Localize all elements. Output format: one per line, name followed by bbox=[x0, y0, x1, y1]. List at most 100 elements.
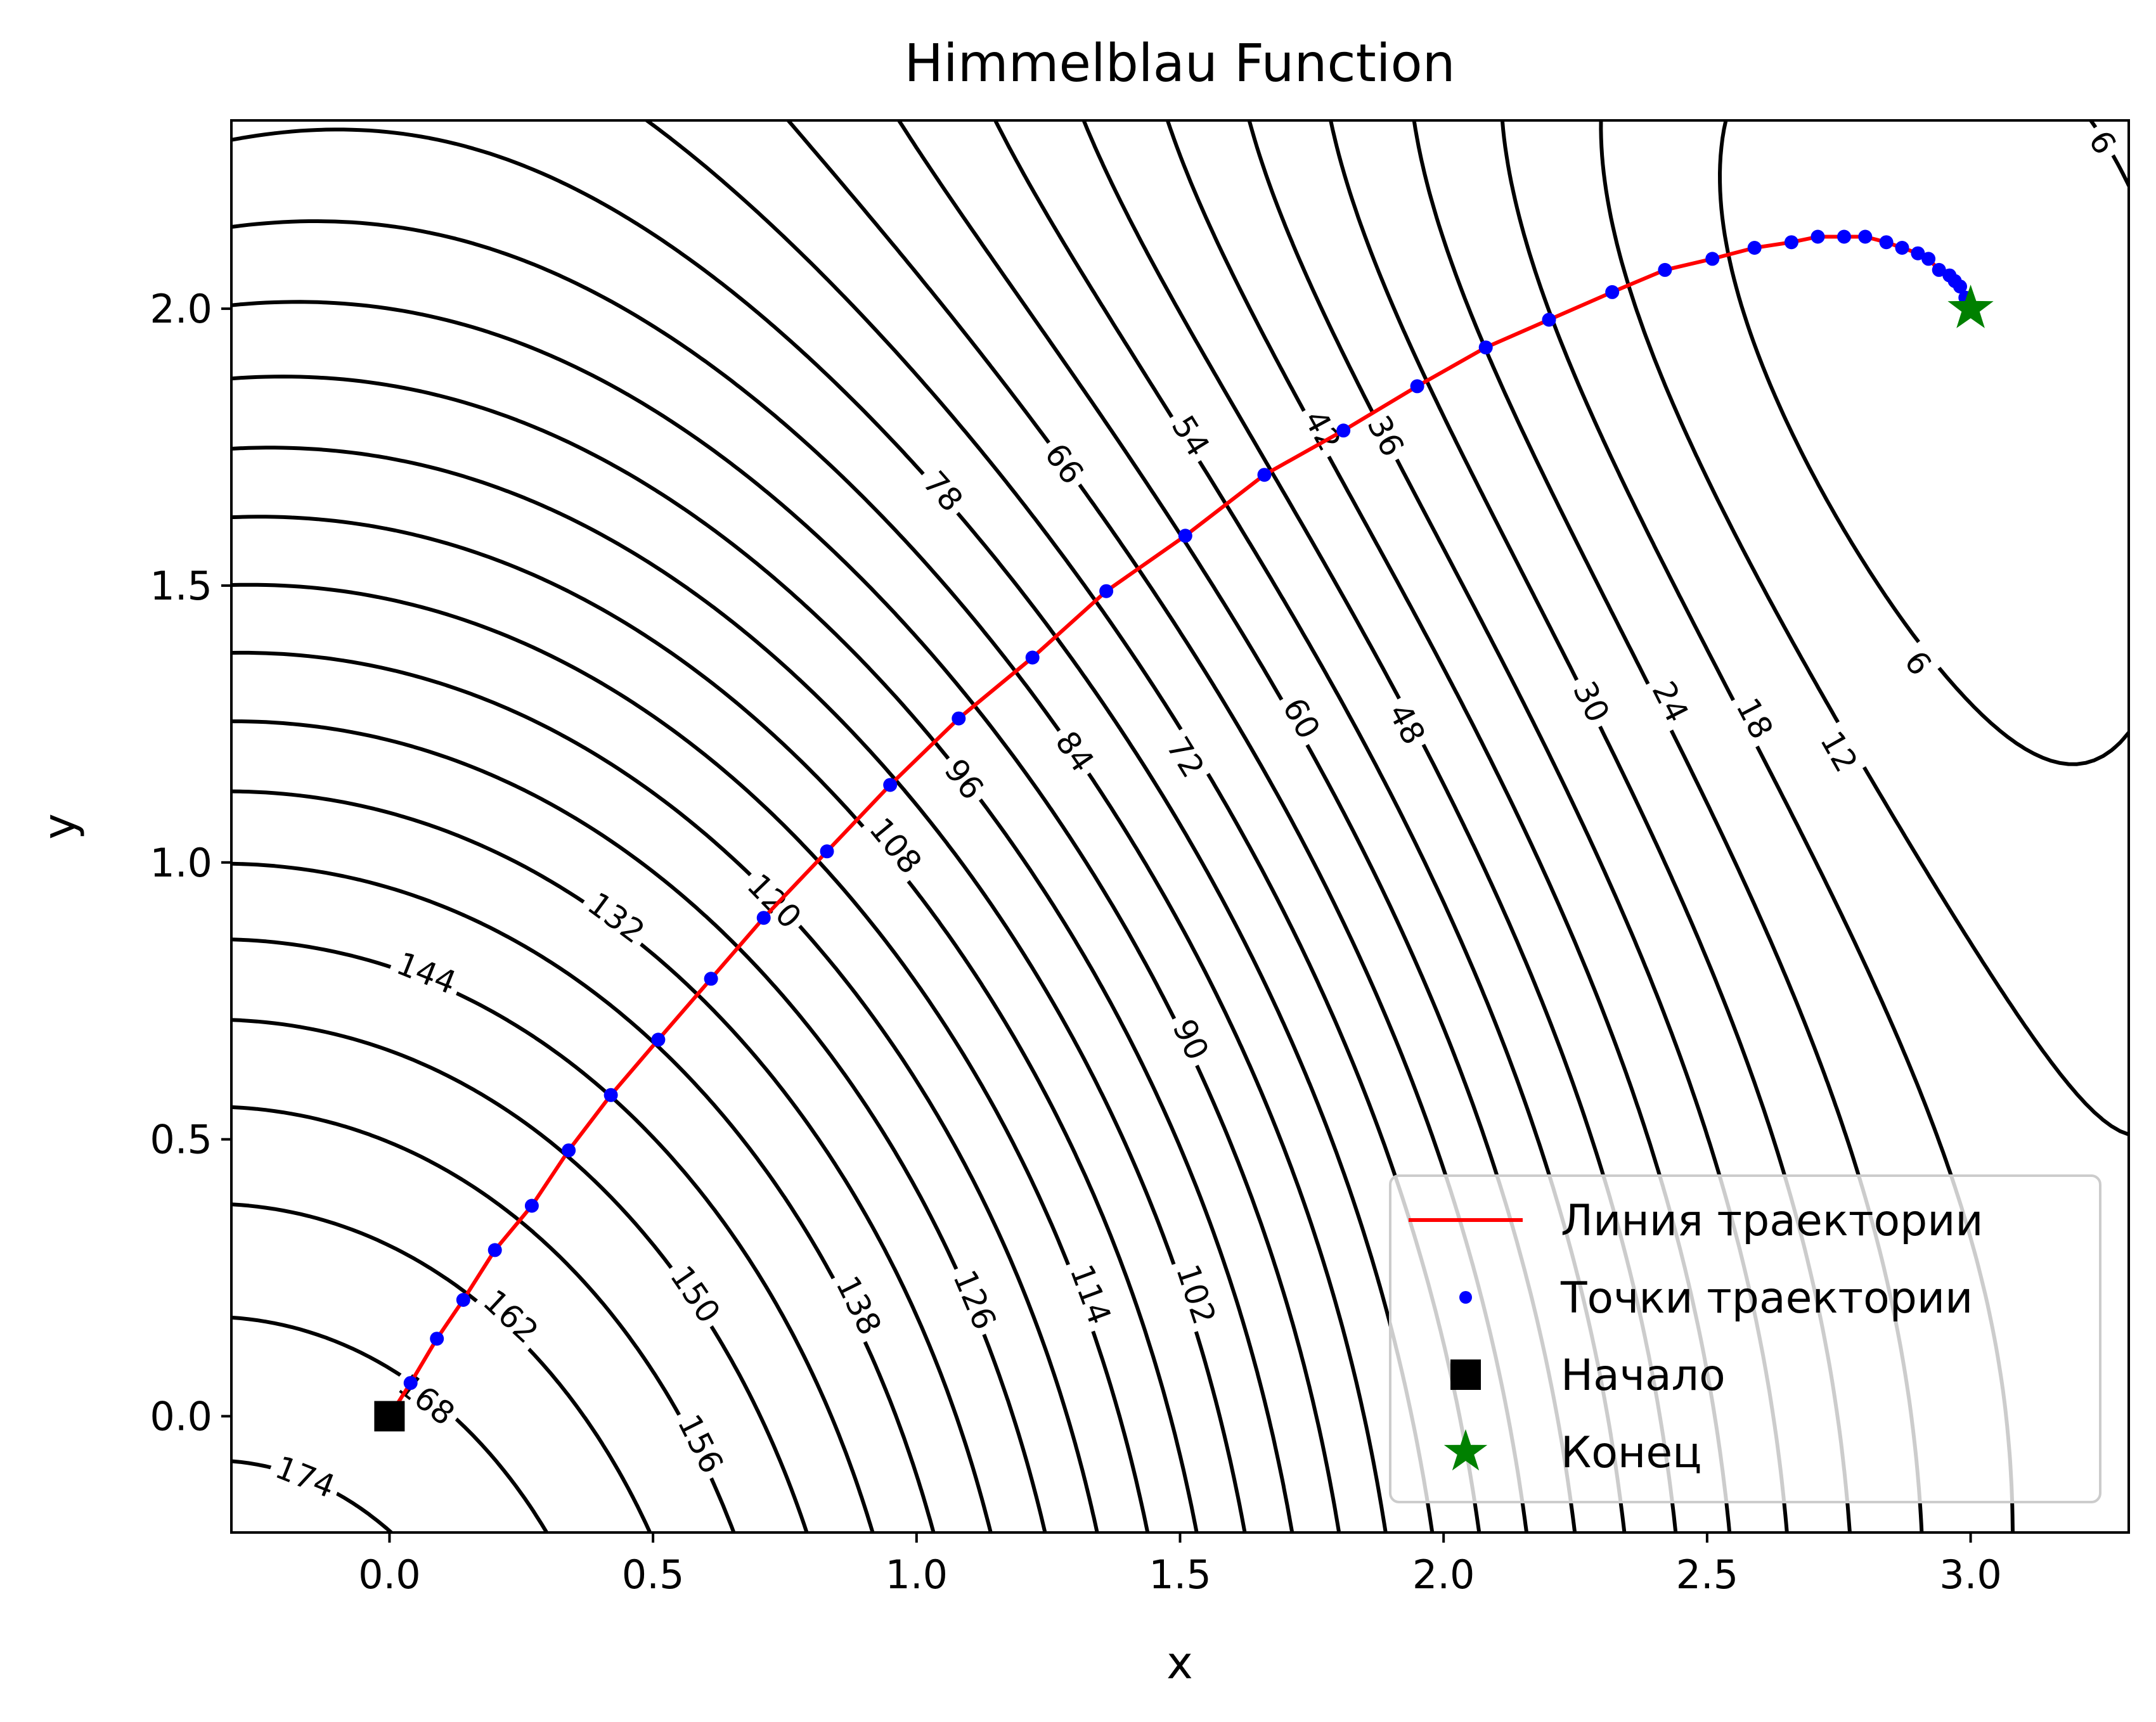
end-marker bbox=[1947, 285, 1994, 328]
contour-line-102 bbox=[231, 446, 1247, 1532]
trajectory-point bbox=[1178, 529, 1192, 543]
trajectory-point bbox=[604, 1088, 618, 1102]
contour-label-knockout bbox=[858, 806, 933, 885]
contour-label-knockout bbox=[1160, 404, 1221, 468]
contour-label-knockout bbox=[386, 942, 467, 1005]
trajectory-point bbox=[1911, 246, 1925, 260]
contour-label-knockout bbox=[1166, 1254, 1225, 1334]
contour-label-knockout bbox=[1155, 725, 1215, 790]
y-tick-label: 1.0 bbox=[150, 840, 212, 886]
trajectory-point bbox=[1099, 584, 1114, 598]
trajectory-point bbox=[1811, 229, 1825, 244]
contour-label-knockout bbox=[1892, 638, 1943, 688]
legend-label-line: Линия траектории bbox=[1561, 1196, 1984, 1246]
contour-label-knockout bbox=[1060, 1254, 1121, 1335]
legend-end-swatch bbox=[1443, 1429, 1488, 1471]
y-tick-label: 0.0 bbox=[150, 1394, 212, 1440]
legend-label-end: Конец bbox=[1561, 1428, 1701, 1478]
trajectory-point bbox=[820, 844, 834, 859]
trajectory-point bbox=[403, 1376, 418, 1391]
contour-label-knockout bbox=[1562, 670, 1620, 734]
trajectory-point bbox=[651, 1032, 666, 1047]
contour-label-knockout bbox=[2077, 118, 2127, 167]
contour-line-90 bbox=[231, 300, 1341, 1532]
trajectory-point bbox=[1658, 262, 1672, 277]
trajectory-point bbox=[524, 1198, 539, 1213]
trajectory-point bbox=[1705, 252, 1720, 266]
y-axis-ticks: 0.0 0.5 1.0 1.5 2.0 bbox=[150, 286, 231, 1440]
trajectory-point bbox=[1953, 280, 1967, 294]
contour-label-24: 24 bbox=[1641, 670, 1699, 734]
y-tick-label: 0.5 bbox=[150, 1117, 212, 1163]
trajectory-point bbox=[1921, 252, 1936, 266]
legend: Линия траектории Точки траектории Начало… bbox=[1389, 1174, 2101, 1503]
contour-label-knockout bbox=[1726, 686, 1784, 750]
legend-box bbox=[1389, 1174, 2101, 1503]
start-marker bbox=[374, 1401, 405, 1432]
chart-title: Himmelblau Function bbox=[904, 34, 1455, 94]
contour-label-knockout bbox=[825, 1265, 892, 1346]
legend-points-swatch bbox=[1459, 1291, 1472, 1304]
trajectory-point bbox=[456, 1293, 470, 1307]
trajectory-point bbox=[1858, 229, 1873, 244]
x-tick-label: 1.0 bbox=[886, 1552, 948, 1598]
trajectory-point bbox=[487, 1243, 502, 1257]
contour-label-knockout bbox=[1809, 719, 1868, 784]
x-tick-label: 2.0 bbox=[1412, 1552, 1475, 1598]
trajectory-point bbox=[562, 1143, 576, 1158]
trajectory-point bbox=[756, 911, 771, 925]
trajectory-point bbox=[1542, 312, 1556, 327]
x-axis-label: x bbox=[1166, 1637, 1192, 1689]
contour-label-knockout bbox=[943, 1259, 1006, 1340]
trajectory-point bbox=[1747, 241, 1762, 255]
trajectory bbox=[374, 229, 1994, 1432]
contour-labels: 6612182430364248546066727884909610210811… bbox=[265, 118, 2127, 1508]
x-tick-label: 0.0 bbox=[358, 1552, 421, 1598]
contour-label-knockout bbox=[1162, 1008, 1219, 1072]
trajectory-point bbox=[430, 1332, 444, 1346]
trajectory-point bbox=[1025, 650, 1040, 665]
x-tick-label: 1.5 bbox=[1149, 1552, 1211, 1598]
contour-label-knockout bbox=[1357, 404, 1415, 468]
x-tick-label: 0.5 bbox=[622, 1552, 685, 1598]
contour-label-knockout bbox=[1033, 431, 1095, 496]
contour-label-knockout bbox=[933, 747, 995, 812]
y-tick-label: 2.0 bbox=[150, 286, 212, 332]
x-tick-label: 2.5 bbox=[1676, 1552, 1739, 1598]
contour-label-knockout bbox=[659, 1254, 731, 1335]
contour-line-96 bbox=[231, 375, 1294, 1532]
trajectory-point bbox=[1932, 262, 1946, 277]
contour-line-78 bbox=[231, 127, 1435, 1532]
contour-label-knockout bbox=[1044, 719, 1106, 784]
trajectory-point bbox=[952, 711, 966, 726]
trajectory-point bbox=[1784, 235, 1798, 250]
trajectory-point bbox=[1410, 379, 1424, 394]
contour-line-126 bbox=[231, 719, 1047, 1532]
contour-line-114 bbox=[231, 582, 1150, 1532]
trajectory-point bbox=[1257, 468, 1272, 482]
contour-label-knockout bbox=[576, 881, 656, 954]
contour-label-knockout bbox=[735, 862, 813, 941]
trajectory-point bbox=[883, 778, 898, 792]
x-tick-label: 3.0 bbox=[1939, 1552, 2002, 1598]
trajectory-point bbox=[704, 972, 718, 986]
trajectory-point bbox=[1336, 423, 1351, 438]
legend-label-start: Начало bbox=[1561, 1351, 1726, 1401]
trajectory-point bbox=[1879, 235, 1894, 250]
contour-label-knockout bbox=[472, 1278, 550, 1355]
legend-label-points: Точки траектории bbox=[1560, 1273, 1973, 1323]
contour-line-6 bbox=[1718, 120, 2129, 766]
y-tick-label: 1.5 bbox=[150, 563, 212, 609]
trajectory-point bbox=[1478, 340, 1493, 355]
y-axis-label: y bbox=[34, 813, 86, 839]
contour-label-knockout bbox=[911, 459, 974, 524]
trajectory-point bbox=[1895, 241, 1909, 255]
contour-label-knockout bbox=[1272, 686, 1331, 751]
contour-label-knockout bbox=[667, 1403, 733, 1484]
legend-start-swatch bbox=[1450, 1359, 1481, 1390]
trajectory-point bbox=[1837, 229, 1851, 244]
trajectory-point bbox=[1605, 285, 1620, 299]
contour-label-knockout bbox=[1378, 692, 1436, 756]
contour-line-108 bbox=[231, 515, 1199, 1532]
